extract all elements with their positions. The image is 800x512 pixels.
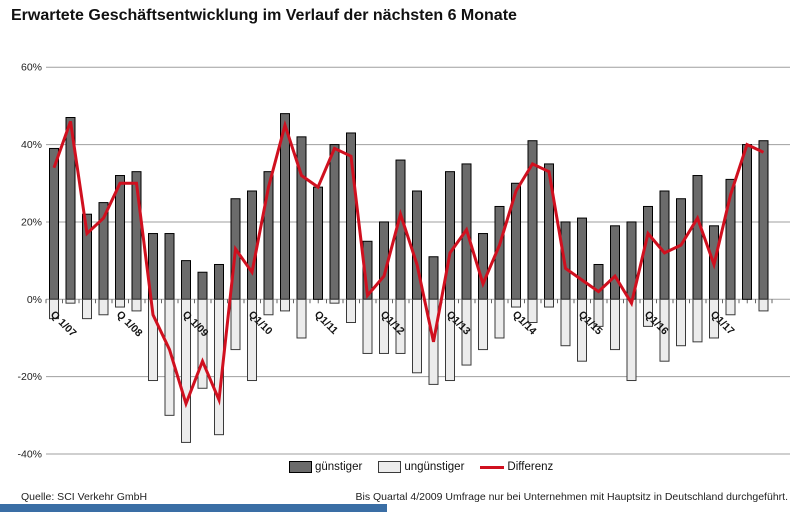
bar-guenstiger-Q4/12: [428, 256, 439, 300]
bar-guenstiger-Q3/13: [478, 233, 488, 300]
y-axis-label: 60%: [21, 62, 42, 74]
chart-legend: günstiger ungünstiger Differenz: [289, 461, 569, 473]
bar-unguenstiger-Q4/07: [98, 298, 109, 316]
bottom-accent-bar: [0, 504, 387, 512]
y-axis-label: 0%: [27, 294, 42, 306]
bar-guenstiger-Q3/16: [676, 198, 686, 300]
bar-unguenstiger-Q2/07: [65, 298, 76, 304]
x-axis-label: Q1/11: [312, 309, 340, 337]
bar-unguenstiger-Q3/13: [478, 298, 488, 351]
bar-guenstiger-Q1/09: [181, 260, 191, 300]
bar-unguenstiger-Q3/08: [148, 298, 158, 382]
bar-unguenstiger-Q1/13: [445, 298, 455, 382]
bar-guenstiger-Q2/16: [659, 190, 670, 300]
bar-unguenstiger-Q1/08: [115, 298, 125, 308]
page-title: Erwartete Geschäftsentwicklung im Verlau…: [11, 7, 517, 24]
bar-guenstiger-Q1/11: [313, 186, 323, 300]
bar-guenstiger-Q4/17: [758, 140, 769, 300]
bar-unguenstiger-Q4/09: [230, 298, 241, 351]
bar-unguenstiger-Q4/15: [626, 298, 637, 382]
bar-unguenstiger-Q2/14: [527, 298, 538, 324]
bar-unguenstiger-Q2/12: [395, 298, 406, 354]
bar-guenstiger-Q1/13: [445, 171, 455, 300]
unguenstiger-swatch-icon: [378, 461, 402, 473]
bar-guenstiger-Q3/15: [610, 225, 620, 300]
bar-unguenstiger-Q4/14: [560, 298, 571, 347]
bar-guenstiger-Q2/11: [329, 144, 340, 300]
bar-guenstiger-Q1/15: [577, 217, 587, 300]
bar-guenstiger-Q4/08: [164, 233, 175, 300]
bar-unguenstiger-Q4/10: [296, 298, 307, 339]
bar-unguenstiger-Q4/13: [494, 298, 505, 339]
guenstiger-swatch-icon: [289, 461, 312, 473]
bar-guenstiger-Q2/15: [593, 263, 604, 300]
bar-unguenstiger-Q3/15: [610, 298, 620, 351]
y-axis-label: 40%: [21, 139, 42, 151]
bar-unguenstiger-Q1/12: [379, 298, 389, 354]
bar-unguenstiger-Q2/15: [593, 298, 604, 327]
bar-unguenstiger-Q2/11: [329, 298, 340, 304]
bar-unguenstiger-Q1/15: [577, 298, 587, 362]
source-text: Quelle: SCI Verkehr GmbH: [21, 491, 148, 503]
bar-guenstiger-Q3/17: [742, 144, 752, 300]
bar-unguenstiger-Q4/16: [692, 298, 703, 343]
bar-unguenstiger-Q4/17: [758, 298, 769, 312]
differenz-line-icon: [480, 465, 505, 469]
y-axis-label: 20%: [21, 216, 42, 228]
bar-unguenstiger-Q4/08: [164, 298, 175, 416]
differenz-line: [52, 119, 765, 409]
legend-label-unguenstiger: ungünstiger: [404, 461, 465, 473]
y-axis-label: -20%: [17, 371, 42, 383]
bar-guenstiger-Q1/08: [115, 175, 125, 300]
legend-label-guenstiger: günstiger: [315, 461, 363, 473]
bar-guenstiger-Q1/10: [247, 190, 257, 300]
bar-unguenstiger-Q3/12: [412, 298, 422, 374]
bar-guenstiger-Q2/09: [197, 271, 208, 300]
bar-unguenstiger-Q2/17: [725, 298, 736, 316]
x-axis-label: Q 1/08: [114, 309, 145, 340]
bar-unguenstiger-Q1/09: [181, 298, 191, 443]
y-axis-label: -40%: [17, 449, 42, 461]
bar-unguenstiger-Q1/16: [643, 298, 653, 327]
bar-unguenstiger-Q1/10: [247, 298, 257, 382]
bar-unguenstiger-Q2/10: [263, 298, 274, 316]
bar-unguenstiger-Q2/08: [131, 298, 142, 312]
bar-unguenstiger-Q1/17: [709, 298, 719, 339]
legend-label-differenz: Differenz: [507, 461, 554, 473]
bar-unguenstiger-Q4/11: [362, 298, 373, 354]
bar-unguenstiger-Q3/07: [82, 298, 92, 320]
bar-unguenstiger-Q2/13: [461, 298, 472, 366]
footnote-text: Bis Quartal 4/2009 Umfrage nur bei Unter…: [355, 491, 788, 503]
bar-unguenstiger-Q1/07: [49, 298, 59, 320]
bar-unguenstiger-Q3/10: [280, 298, 290, 312]
bar-guenstiger-Q3/09: [214, 263, 224, 300]
x-axis-label: Q 1/07: [48, 309, 79, 340]
bar-unguenstiger-Q3/16: [676, 298, 686, 347]
bar-unguenstiger-Q1/14: [511, 298, 521, 308]
bar-unguenstiger-Q2/09: [197, 298, 208, 389]
bar-unguenstiger-Q3/14: [544, 298, 554, 308]
bar-unguenstiger-Q3/11: [346, 298, 356, 324]
bar-unguenstiger-Q2/16: [659, 298, 670, 362]
bar-guenstiger-Q4/16: [692, 175, 703, 300]
bar-guenstiger-Q1/07: [49, 147, 59, 300]
